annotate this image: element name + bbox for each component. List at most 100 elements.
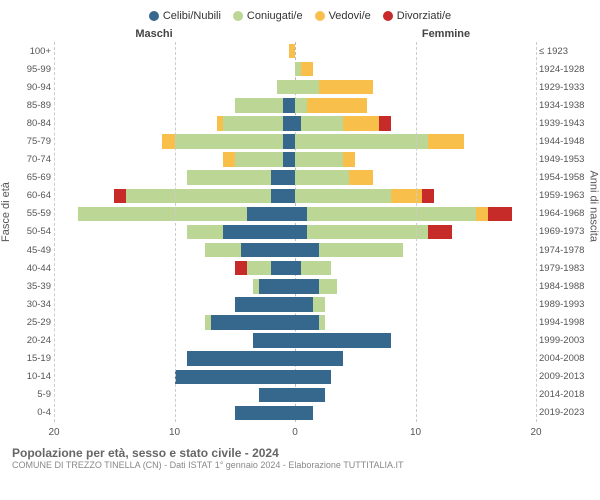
bar-segment-celibi [295,225,307,239]
pyramid-row [54,241,536,259]
pyramid-row [54,187,536,205]
year-label: 1969-1973 [539,223,592,241]
bar-segment-coniugati [187,170,271,184]
year-labels-column: ≤ 19231924-19281929-19331934-19381939-19… [536,42,592,442]
age-label: 55-59 [8,205,51,223]
bar-segment-vedovi [223,152,235,166]
male-header: Maschi [8,28,300,40]
legend-swatch [315,11,325,21]
bar-segment-celibi [295,406,313,420]
year-label: 1924-1928 [539,60,592,78]
pyramid-row [54,60,536,78]
bar-segment-coniugati [247,261,271,275]
pyramid-row [54,78,536,96]
pyramid-row [54,259,536,277]
age-label: 50-54 [8,223,51,241]
bar-segment-coniugati [277,80,295,94]
bar-segment-celibi [187,351,295,365]
bar-segment-coniugati [295,80,319,94]
year-label: 1984-1988 [539,277,592,295]
legend-swatch [383,11,393,21]
bar-segment-coniugati [319,279,337,293]
legend-item-celibi: Celibi/Nubili [149,10,221,22]
bar-segment-coniugati [295,98,307,112]
bar-segment-coniugati [307,207,476,221]
bar-segment-celibi [295,279,319,293]
bar-segment-celibi [295,297,313,311]
age-label: 90-94 [8,78,51,96]
bar-segment-coniugati [319,315,325,329]
bar-segment-divorziati [379,116,391,130]
age-label: 10-14 [8,368,51,386]
bar-segment-celibi [283,134,295,148]
bar-segment-divorziati [488,207,512,221]
bar-segment-celibi [235,406,295,420]
bar-segment-celibi [211,315,295,329]
bar-rows [54,42,536,422]
y-axis-label-right: Anni di nascita [588,170,600,242]
legend: Celibi/Nubili Coniugati/e Vedovi/e Divorzia… [8,6,592,26]
bar-segment-divorziati [235,261,247,275]
x-tick: 0 [292,427,298,438]
bar-segment-celibi [295,207,307,221]
footer-title: Popolazione per età, sesso e stato civil… [12,446,592,460]
bar-segment-vedovi [428,134,464,148]
bar-segment-celibi [247,207,295,221]
bar-segment-divorziati [428,225,452,239]
x-tick: 10 [169,427,180,438]
bar-segment-coniugati [295,170,349,184]
legend-label: Coniugati/e [247,10,303,22]
bar-segment-celibi [235,297,295,311]
bar-segment-celibi [295,370,331,384]
footer-subtitle: COMUNE DI TREZZO TINELLA (CN) - Dati IST… [12,460,592,470]
year-label: 1949-1953 [539,151,592,169]
bar-segment-celibi [175,370,296,384]
year-label: 1929-1933 [539,78,592,96]
age-label: 35-39 [8,277,51,295]
bar-segment-coniugati [301,261,331,275]
pyramid-row [54,295,536,313]
age-label: 65-69 [8,169,51,187]
year-label: ≤ 1923 [539,42,592,60]
bar-segment-coniugati [175,134,283,148]
year-label: 2019-2023 [539,404,592,422]
pyramid-row [54,350,536,368]
year-label: 1974-1978 [539,241,592,259]
bar-segment-celibi [271,170,295,184]
age-label: 15-19 [8,350,51,368]
bar-segment-coniugati [307,225,428,239]
year-label: 1964-1968 [539,205,592,223]
bar-segment-celibi [283,116,295,130]
age-label: 20-24 [8,332,51,350]
legend-item-vedovi: Vedovi/e [315,10,371,22]
pyramid-row [54,277,536,295]
legend-swatch [149,11,159,21]
year-label: 1999-2003 [539,332,592,350]
plot-area: Fasce di età Anni di nascita 100+95-9990… [8,42,592,442]
bar-segment-coniugati [223,116,283,130]
grid-line [536,42,537,422]
age-label: 85-89 [8,96,51,114]
legend-swatch [233,11,243,21]
bar-segment-celibi [295,351,343,365]
bar-segment-celibi [259,388,295,402]
pyramid-row [54,332,536,350]
chart-footer: Popolazione per età, sesso e stato civil… [8,446,592,470]
bar-segment-vedovi [391,189,421,203]
year-label: 2004-2008 [539,350,592,368]
bar-segment-coniugati [187,225,223,239]
grid-line [175,42,176,422]
year-label: 1959-1963 [539,187,592,205]
bar-segment-divorziati [422,189,434,203]
legend-item-divorziati: Divorziati/e [383,10,451,22]
age-label: 5-9 [8,386,51,404]
bar-segment-celibi [241,243,295,257]
bar-segment-coniugati [295,189,391,203]
age-label: 25-29 [8,313,51,331]
pyramid-row [54,151,536,169]
x-tick: 20 [48,427,59,438]
age-label: 75-79 [8,132,51,150]
pyramid-row [54,404,536,422]
bar-segment-coniugati [235,98,283,112]
column-headers: Maschi Femmine [8,26,592,42]
